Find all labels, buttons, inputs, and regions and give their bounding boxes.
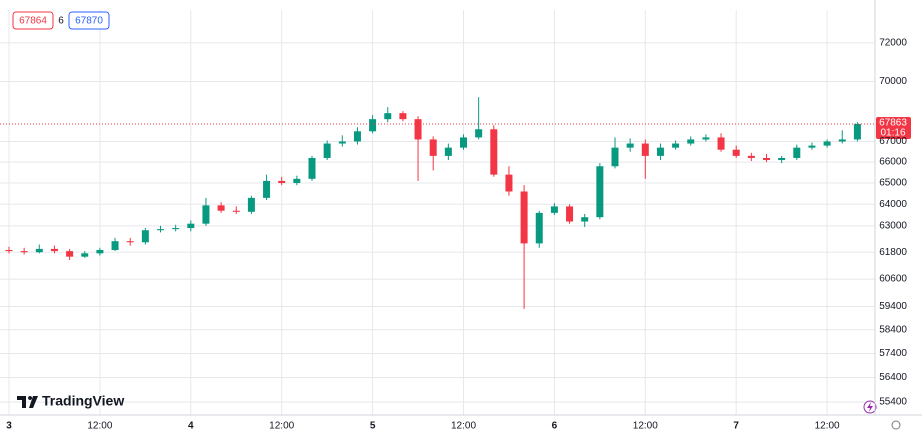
candle-body	[399, 113, 407, 120]
last-price-label: 67863	[879, 118, 907, 129]
candle-body	[460, 137, 467, 148]
y-tick-label: 70000	[879, 76, 907, 87]
lightning-glyph	[867, 402, 873, 412]
candles	[5, 97, 861, 309]
candle-body	[626, 143, 634, 148]
candle-body	[338, 141, 346, 144]
y-tick-label: 58400	[879, 324, 907, 335]
candle-body	[581, 217, 589, 222]
candle-body	[353, 131, 361, 142]
candle-body	[656, 147, 664, 156]
candle-body	[702, 137, 710, 140]
candle-body	[672, 143, 680, 148]
y-tick-label: 64000	[879, 199, 907, 210]
y-tick-label: 55400	[879, 397, 907, 408]
y-tick-label: 61800	[879, 247, 907, 258]
candle-body	[323, 143, 331, 158]
x-tick-label: 4	[188, 421, 194, 432]
x-tick-label: 12:00	[815, 421, 840, 432]
candle-body	[717, 137, 725, 150]
y-tick-label: 57400	[879, 348, 907, 359]
y-tick-label: 67000	[879, 136, 907, 147]
ask-box[interactable]	[68, 11, 110, 30]
countdown-label: 01:16	[880, 128, 905, 139]
x-tick-label: 12:00	[87, 421, 112, 432]
candle-body	[414, 119, 422, 140]
candle-body	[535, 212, 543, 244]
x-tick-label: 3	[6, 421, 12, 432]
candle-body	[141, 230, 149, 243]
y-tick-label: 59400	[879, 301, 907, 312]
candle-body	[808, 145, 816, 148]
logo-mark	[17, 396, 38, 408]
candle-body	[490, 129, 498, 175]
candle-body	[596, 166, 604, 218]
candle-body	[566, 206, 574, 222]
candle-body	[444, 147, 452, 156]
x-tick-label: 6	[552, 421, 558, 432]
candle-body	[550, 206, 558, 213]
candle-body	[247, 197, 255, 212]
candle-body	[217, 205, 225, 211]
x-tick-label: 7	[733, 421, 739, 432]
y-tick-label: 60600	[879, 274, 907, 285]
candle-body	[823, 141, 831, 146]
candle-body	[187, 223, 195, 229]
candle-body	[747, 155, 755, 158]
settings-icon[interactable]	[891, 420, 901, 430]
candle-body	[172, 228, 180, 230]
candle-body	[687, 139, 695, 144]
candle-body	[5, 250, 13, 252]
candle-body	[81, 253, 89, 257]
x-tick-label: 5	[370, 421, 376, 432]
y-tick-label: 66000	[879, 157, 907, 168]
candle-body	[263, 180, 271, 198]
candle-body	[732, 149, 740, 156]
candle-body	[20, 251, 28, 253]
candle-body	[429, 139, 437, 156]
candle-body	[793, 147, 801, 158]
bid-box[interactable]	[12, 11, 54, 30]
candle-body	[202, 205, 210, 224]
lightning-icon[interactable]	[863, 400, 877, 414]
candle-body	[384, 113, 392, 120]
x-tick-label: 12:00	[633, 421, 658, 432]
candle-body	[157, 229, 164, 231]
candle-body	[111, 241, 119, 251]
candle-body	[50, 248, 58, 252]
bid-label: 67864	[19, 16, 47, 27]
candle-body	[838, 139, 846, 142]
candle-body	[35, 248, 43, 253]
candle-body	[611, 147, 619, 167]
candle-body	[520, 191, 528, 244]
logo-text: TradingView	[42, 393, 124, 409]
candle-body	[126, 241, 134, 243]
x-tick-label: 12:00	[451, 421, 476, 432]
candle-body	[778, 157, 786, 161]
candle-body	[278, 180, 286, 184]
candle-body	[293, 178, 301, 184]
x-tick-label: 12:00	[269, 421, 294, 432]
candle-body	[505, 174, 513, 192]
ask-label: 67870	[75, 16, 103, 27]
candle-body	[66, 251, 74, 257]
candle-body	[369, 119, 377, 132]
candle-body	[308, 157, 316, 179]
candle-body	[641, 143, 649, 156]
candle-body	[232, 210, 240, 212]
candle-body	[96, 250, 104, 254]
y-tick-label: 63000	[879, 221, 907, 232]
last-price-tag	[876, 116, 911, 139]
y-tick-label: 65000	[879, 178, 907, 189]
candle-body	[763, 157, 770, 161]
grid	[0, 10, 875, 415]
y-tick-label: 56400	[879, 372, 907, 383]
candle-body	[853, 123, 861, 140]
spread-label: 6	[58, 16, 64, 27]
y-tick-label: 72000	[879, 37, 907, 48]
candle-body	[475, 129, 483, 138]
